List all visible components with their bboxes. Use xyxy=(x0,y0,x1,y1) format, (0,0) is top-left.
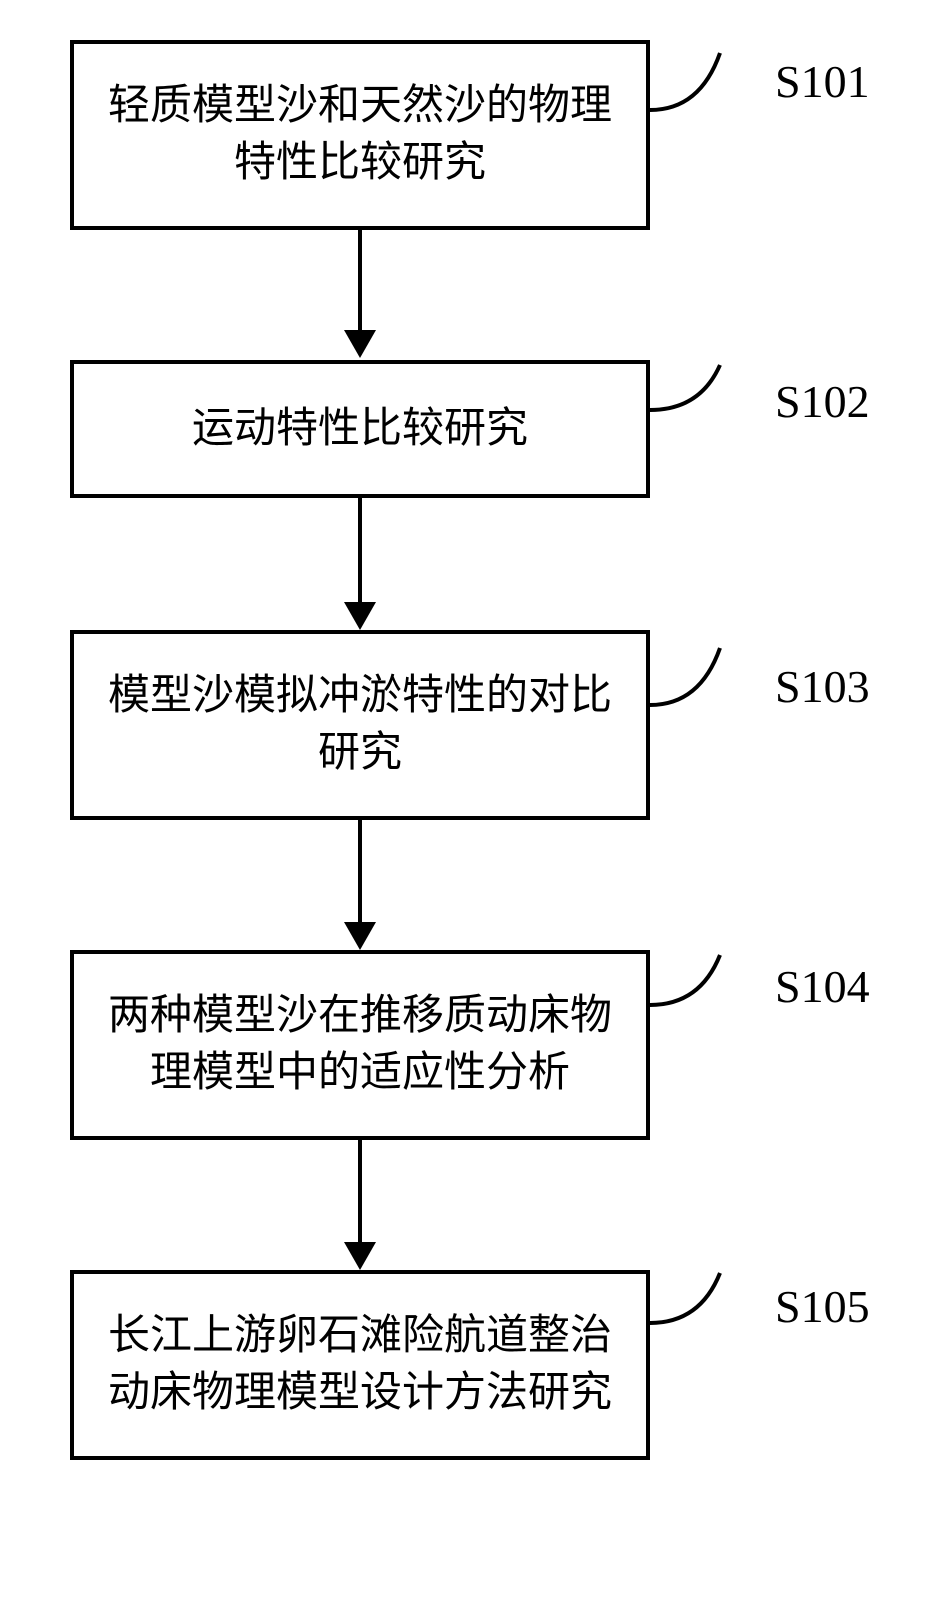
box-text: 两种模型沙在推移质动床物理模型中的适应性分析 xyxy=(94,988,626,1101)
connector-2 xyxy=(70,498,650,630)
box-text: 模型沙模拟冲淤特性的对比研究 xyxy=(94,668,626,781)
label-curve-2 xyxy=(650,360,740,435)
connector-1 xyxy=(70,230,650,358)
arrow-head-icon xyxy=(344,1242,376,1270)
arrow-head-icon xyxy=(344,602,376,630)
label-curve-5 xyxy=(650,1268,740,1343)
step-label-5: S105 xyxy=(775,1280,870,1333)
connector-4 xyxy=(70,1140,650,1270)
arrow-line xyxy=(358,820,362,922)
flowchart-box-5: 长江上游卵石滩险航道整治动床物理模型设计方法研究 xyxy=(70,1270,650,1460)
arrow-head-icon xyxy=(344,922,376,950)
arrow-line xyxy=(358,1140,362,1242)
step-label-3: S103 xyxy=(775,660,870,713)
arrow-line xyxy=(358,498,362,602)
flowchart-box-3: 模型沙模拟冲淤特性的对比研究 xyxy=(70,630,650,820)
label-curve-3 xyxy=(650,640,740,715)
flowchart-box-1: 轻质模型沙和天然沙的物理特性比较研究 xyxy=(70,40,650,230)
step-label-2: S102 xyxy=(775,375,870,428)
flowchart-box-2: 运动特性比较研究 xyxy=(70,360,650,498)
arrow-head-icon xyxy=(344,330,376,358)
step-label-1: S101 xyxy=(775,55,870,108)
step-label-4: S104 xyxy=(775,960,870,1013)
arrow-line xyxy=(358,230,362,330)
label-curve-1 xyxy=(650,45,740,120)
box-text: 轻质模型沙和天然沙的物理特性比较研究 xyxy=(94,78,626,191)
box-text: 运动特性比较研究 xyxy=(192,401,528,458)
flowchart-box-4: 两种模型沙在推移质动床物理模型中的适应性分析 xyxy=(70,950,650,1140)
connector-3 xyxy=(70,820,650,950)
label-curve-4 xyxy=(650,950,740,1025)
box-text: 长江上游卵石滩险航道整治动床物理模型设计方法研究 xyxy=(94,1308,626,1421)
